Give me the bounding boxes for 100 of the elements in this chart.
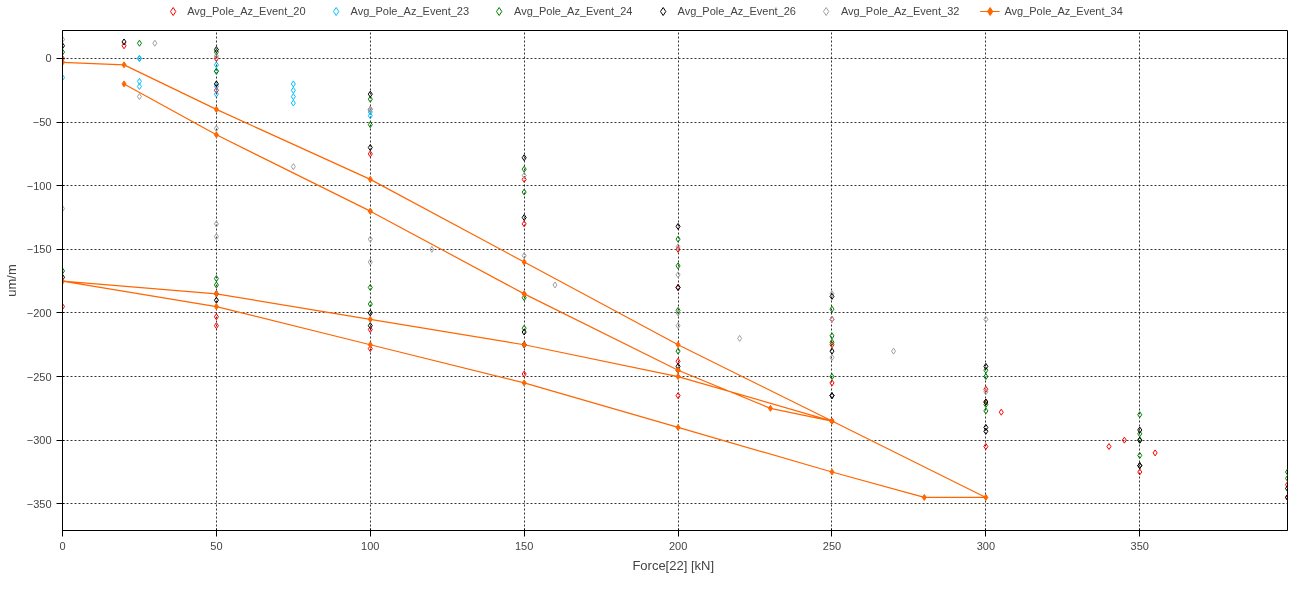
point xyxy=(1137,451,1143,459)
point xyxy=(675,347,681,355)
point xyxy=(521,258,527,266)
point xyxy=(829,353,835,361)
point xyxy=(367,300,373,308)
legend-label: Avg_Pole_Az_Event_20 xyxy=(187,5,306,17)
point xyxy=(675,357,681,365)
point xyxy=(998,408,1004,416)
point xyxy=(921,493,927,501)
x-tick-label: 300 xyxy=(976,539,996,552)
legend-label: Avg_Pole_Az_Event_24 xyxy=(514,5,633,17)
point xyxy=(829,373,835,381)
point xyxy=(213,275,219,283)
y-tick-label: −100 xyxy=(26,179,52,192)
point xyxy=(521,324,527,332)
point xyxy=(136,82,142,90)
point xyxy=(367,121,373,129)
point xyxy=(367,95,373,103)
point xyxy=(367,90,373,98)
point xyxy=(367,150,373,158)
point xyxy=(213,322,219,330)
legend-label: Avg_Pole_Az_Event_23 xyxy=(350,5,470,17)
point xyxy=(675,271,681,279)
point xyxy=(1137,411,1143,419)
y-axis-title: um/m xyxy=(3,264,19,297)
point xyxy=(1106,443,1112,451)
point xyxy=(290,86,296,94)
point xyxy=(983,443,989,451)
point xyxy=(290,93,296,101)
point xyxy=(983,373,989,381)
point xyxy=(136,93,142,101)
point xyxy=(521,220,527,228)
point xyxy=(367,315,373,323)
y-tick-label: −250 xyxy=(26,370,52,383)
y-tick-label: 0 xyxy=(45,52,52,65)
point xyxy=(367,175,373,183)
point xyxy=(136,39,142,47)
point xyxy=(213,313,219,321)
point xyxy=(213,105,219,113)
point xyxy=(121,42,127,50)
point xyxy=(121,38,127,46)
point xyxy=(367,258,373,266)
point xyxy=(1137,430,1143,438)
point xyxy=(675,341,681,349)
y-tick-label: −150 xyxy=(26,243,52,256)
point xyxy=(983,366,989,374)
point xyxy=(983,362,989,370)
point xyxy=(521,165,527,173)
point xyxy=(213,131,219,139)
point xyxy=(983,423,989,431)
point xyxy=(829,379,835,387)
legend-label: Avg_Pole_Az_Event_34 xyxy=(1004,5,1123,17)
point xyxy=(213,220,219,228)
point xyxy=(213,303,219,311)
point xyxy=(829,347,835,355)
x-tick-label: 50 xyxy=(210,539,223,552)
point xyxy=(367,341,373,349)
point xyxy=(290,99,296,107)
x-tick-label: 100 xyxy=(361,539,380,552)
point xyxy=(521,214,527,222)
point xyxy=(829,468,835,476)
point xyxy=(552,281,558,289)
point xyxy=(290,80,296,88)
point xyxy=(1152,449,1158,457)
point xyxy=(521,154,527,162)
point xyxy=(675,222,681,230)
point xyxy=(367,235,373,243)
point xyxy=(675,373,681,381)
point xyxy=(521,370,527,378)
x-tick-label: 250 xyxy=(822,539,842,552)
point xyxy=(521,252,527,260)
point xyxy=(213,61,219,69)
point xyxy=(767,404,773,412)
point xyxy=(983,407,989,415)
point xyxy=(829,332,835,340)
point xyxy=(521,379,527,387)
point xyxy=(675,235,681,243)
point xyxy=(1121,436,1127,444)
x-tick-label: 350 xyxy=(1130,539,1149,552)
point xyxy=(136,77,142,85)
point xyxy=(675,423,681,431)
point xyxy=(521,328,527,336)
point xyxy=(429,245,435,253)
x-tick-label: 0 xyxy=(59,539,66,552)
x-tick-label: 150 xyxy=(515,539,534,552)
point xyxy=(152,39,158,47)
point xyxy=(891,347,897,355)
point xyxy=(983,493,989,501)
point xyxy=(290,163,296,171)
y-tick-label: −300 xyxy=(26,434,52,447)
point xyxy=(367,112,373,120)
point xyxy=(213,281,219,289)
point xyxy=(737,334,743,342)
point xyxy=(983,315,989,323)
point xyxy=(121,61,127,69)
y-tick-label: −200 xyxy=(26,306,52,319)
x-axis-title: Force[22] [kN] xyxy=(632,557,715,573)
x-tick-label: 200 xyxy=(668,539,688,552)
point xyxy=(367,322,373,330)
point xyxy=(829,305,835,313)
